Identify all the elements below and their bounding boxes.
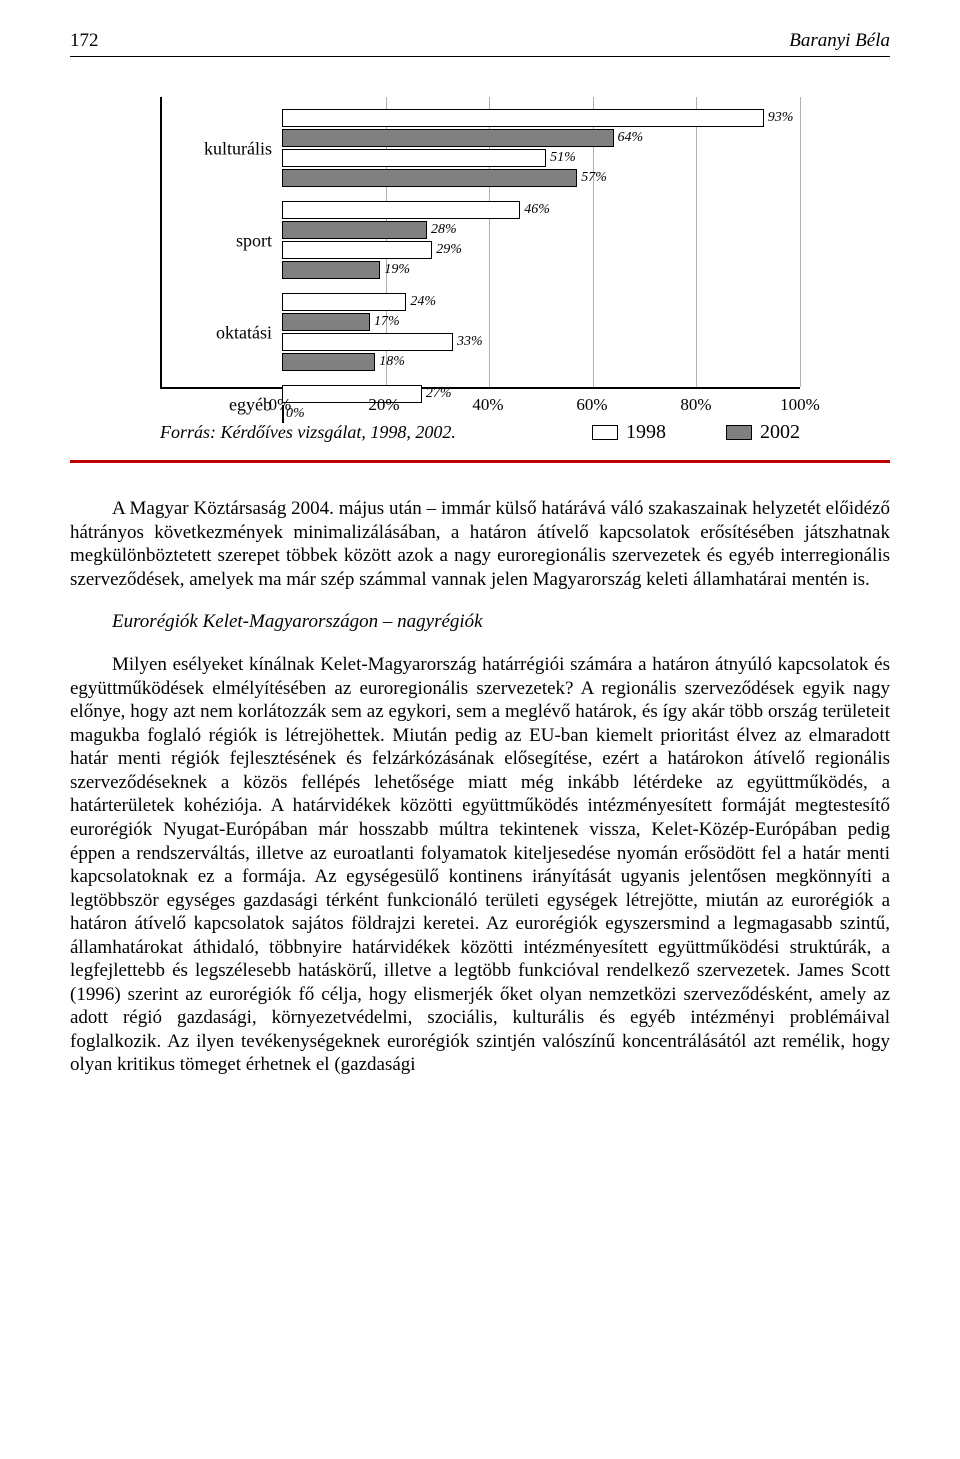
category-label: kulturális xyxy=(162,139,272,160)
x-tick: 40% xyxy=(472,395,503,415)
bar-row: 17% xyxy=(282,313,800,331)
x-tick: 60% xyxy=(576,395,607,415)
bar-value-label: 33% xyxy=(457,334,483,350)
bar xyxy=(282,169,577,187)
x-tick: 0% xyxy=(269,395,292,415)
author-name: Baranyi Béla xyxy=(789,30,890,52)
paragraph-1: A Magyar Köztársaság 2004. május után – … xyxy=(70,497,890,591)
bar xyxy=(282,241,432,259)
bar xyxy=(282,353,375,371)
paragraph-2: Milyen esélyeket kínálnak Kelet-Magyaror… xyxy=(70,653,890,1077)
subheading: Eurorégiók Kelet-Magyarországon – nagyré… xyxy=(70,611,890,633)
bar xyxy=(282,313,370,331)
bar-value-label: 57% xyxy=(581,170,607,186)
bar-value-label: 19% xyxy=(384,262,410,278)
bar-row: 18% xyxy=(282,353,800,371)
x-tick: 100% xyxy=(780,395,820,415)
x-axis: 0%20%40%60%80%100% xyxy=(160,393,800,417)
x-tick: 80% xyxy=(680,395,711,415)
bar xyxy=(282,149,546,167)
bar xyxy=(282,333,453,351)
legend-label-1998: 1998 xyxy=(626,421,666,444)
bar-value-label: 24% xyxy=(410,294,436,310)
category-label: sport xyxy=(162,231,272,252)
bar-row: oktatási24% xyxy=(282,293,800,311)
bar xyxy=(282,261,380,279)
bar-value-label: 17% xyxy=(374,314,400,330)
category-label: oktatási xyxy=(162,323,272,344)
legend-item-2002: 2002 xyxy=(726,421,800,444)
bar-value-label: 46% xyxy=(524,202,550,218)
bar xyxy=(282,293,406,311)
bar-row: kulturális93% xyxy=(282,109,800,127)
bar-value-label: 18% xyxy=(379,354,405,370)
bar-value-label: 51% xyxy=(550,150,576,166)
bar-value-label: 29% xyxy=(436,242,462,258)
legend-swatch-2002 xyxy=(726,425,752,440)
bar-row: 19% xyxy=(282,261,800,279)
bar-value-label: 64% xyxy=(618,130,644,146)
bar-row: 57% xyxy=(282,169,800,187)
bar-row: 51% xyxy=(282,149,800,167)
legend-swatch-1998 xyxy=(592,425,618,440)
legend-label-2002: 2002 xyxy=(760,421,800,444)
bar-chart: kulturális93%64%51%57%sport46%28%29%19%o… xyxy=(160,97,800,389)
bar-row: 64% xyxy=(282,129,800,147)
page-header: 172 Baranyi Béla xyxy=(70,30,890,52)
bar-row: sport46% xyxy=(282,201,800,219)
bar-row: 33% xyxy=(282,333,800,351)
bar-row: 29% xyxy=(282,241,800,259)
chart-source: Forrás: Kérdőíves vizsgálat, 1998, 2002. xyxy=(160,422,456,443)
bar xyxy=(282,109,764,127)
legend-item-1998: 1998 xyxy=(592,421,666,444)
bar-value-label: 28% xyxy=(431,222,457,238)
header-rule xyxy=(70,56,890,57)
page-number: 172 xyxy=(70,30,99,52)
bar xyxy=(282,201,520,219)
bar-row: 28% xyxy=(282,221,800,239)
x-tick: 20% xyxy=(368,395,399,415)
red-rule xyxy=(70,460,890,463)
chart-legend: 1998 2002 xyxy=(592,421,800,444)
bar xyxy=(282,221,427,239)
bar xyxy=(282,129,614,147)
bar-value-label: 93% xyxy=(768,110,794,126)
